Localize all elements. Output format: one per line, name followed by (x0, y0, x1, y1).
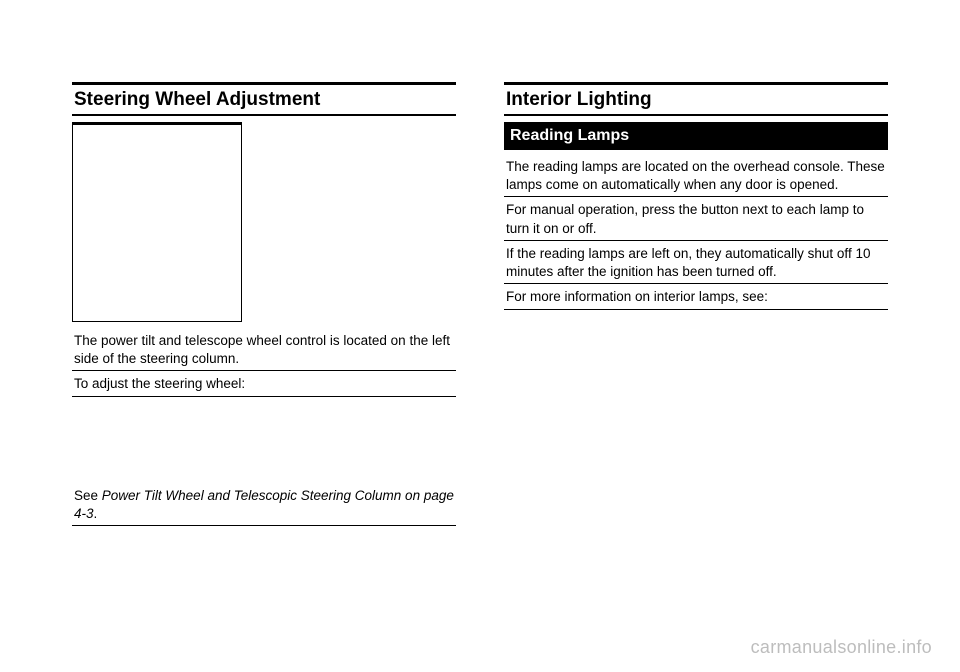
reading-lamps-auto-off: If the reading lamps are left on, they a… (504, 243, 888, 284)
see-suffix: . (94, 506, 99, 521)
watermark-text: carmanualsonline.info (751, 637, 932, 658)
see-ref-title: Power Tilt Wheel and Telescopic Steering… (74, 488, 454, 521)
reading-lamps-manual: For manual operation, press the button n… (504, 199, 888, 240)
page: Steering Wheel Adjustment The power tilt… (0, 0, 960, 672)
see-prefix: See (74, 488, 102, 503)
right-column: Interior Lighting Reading Lamps The read… (504, 82, 888, 528)
steering-steps-placeholder (72, 399, 456, 485)
steering-adjust-intro: To adjust the steering wheel: (72, 373, 456, 396)
reading-lamps-more-info: For more information on interior lamps, … (504, 286, 888, 309)
steering-location-text: The power tilt and telescope wheel contr… (72, 330, 456, 371)
section-heading-interior-lighting: Interior Lighting (504, 82, 888, 116)
left-column: Steering Wheel Adjustment The power tilt… (72, 82, 456, 528)
section-heading-steering: Steering Wheel Adjustment (72, 82, 456, 116)
columns: Steering Wheel Adjustment The power tilt… (72, 82, 888, 528)
steering-control-illustration (72, 122, 242, 322)
subheading-reading-lamps: Reading Lamps (504, 122, 888, 150)
reading-lamps-location: The reading lamps are located on the ove… (504, 156, 888, 197)
steering-see-ref: See Power Tilt Wheel and Telescopic Stee… (72, 485, 456, 526)
